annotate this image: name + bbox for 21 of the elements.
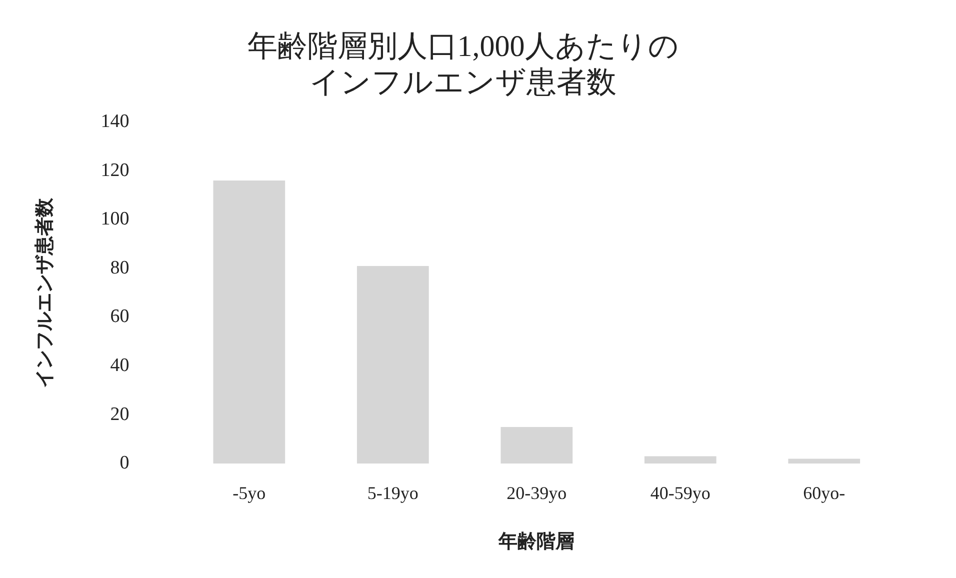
x-tick-label: 5-19yo <box>367 483 418 504</box>
chart-title: 年齢階層別人口1,000人あたりのインフルエンザ患者数 <box>247 30 679 99</box>
y-tick-label: 20 <box>110 404 130 425</box>
y-tick-label: 140 <box>100 110 130 132</box>
y-tick-label: 80 <box>110 257 130 278</box>
bar <box>644 456 716 464</box>
y-tick-label: 40 <box>110 354 130 376</box>
y-tick-label: 60 <box>110 306 130 328</box>
x-axis-title: 年齢階層 <box>498 530 575 553</box>
y-tick-label: 0 <box>120 452 130 474</box>
bar <box>213 180 286 464</box>
x-tick-label: 20-39yo <box>506 483 567 504</box>
x-tick-label: -5yo <box>232 483 266 504</box>
x-tick-label: 60yo- <box>803 483 846 504</box>
x-tick-label: 40-59yo <box>650 483 710 504</box>
bar <box>356 266 429 464</box>
bar <box>500 427 573 464</box>
bar <box>788 458 860 464</box>
y-axis-title: インフルエンザ患者数 <box>33 196 56 388</box>
y-tick-label: 120 <box>100 160 130 181</box>
y-tick-label: 100 <box>100 208 130 230</box>
